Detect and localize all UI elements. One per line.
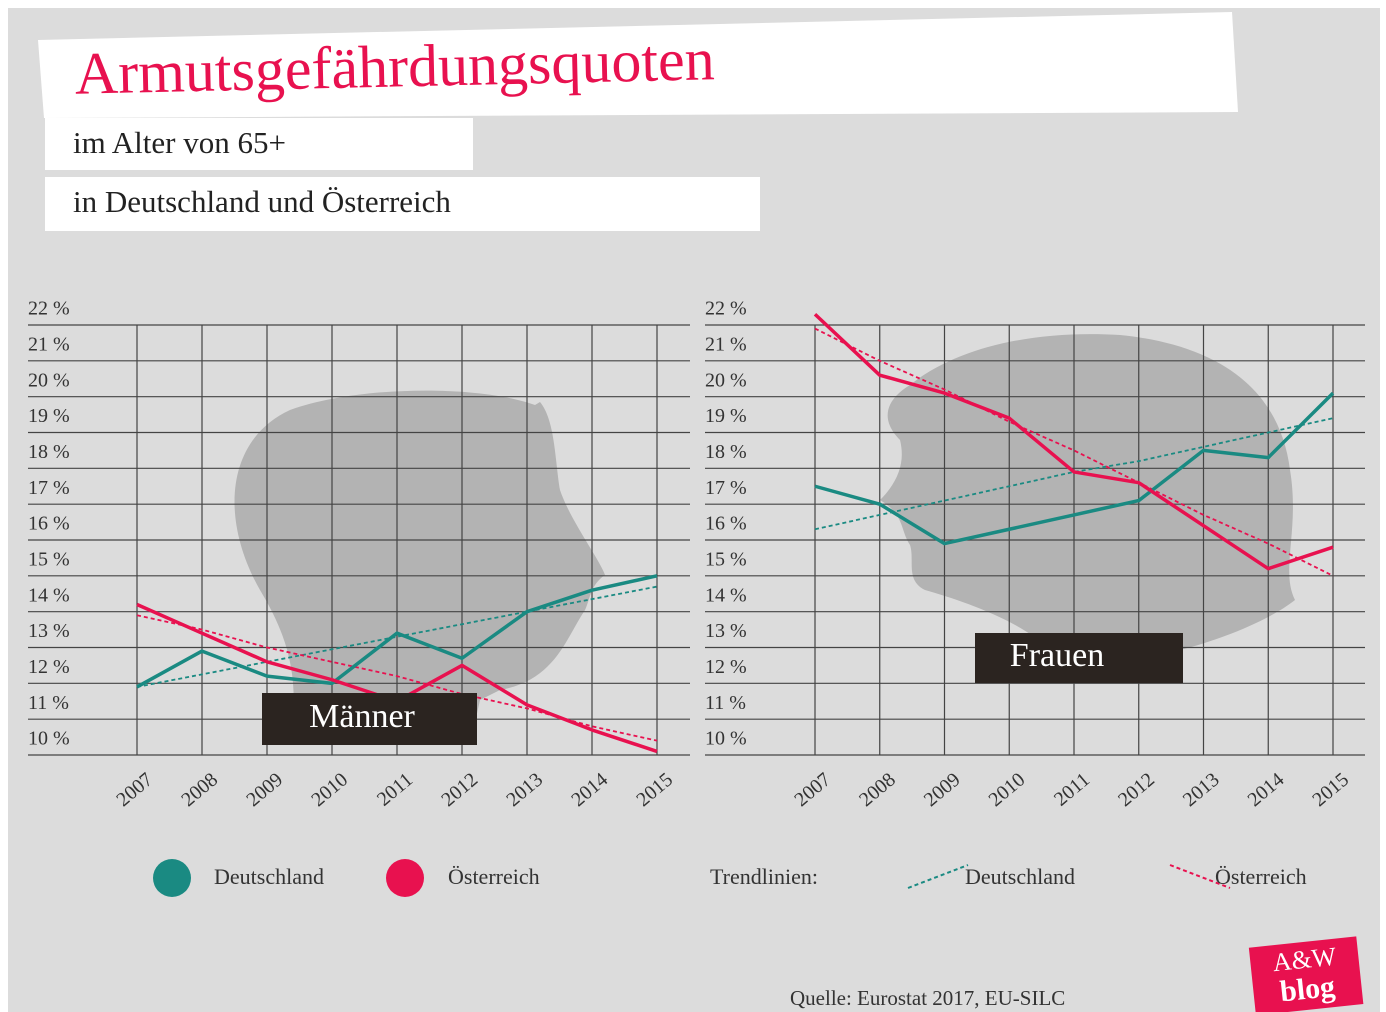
y-tick-label: 14 % (705, 584, 747, 606)
legend-label: Österreich (448, 864, 540, 889)
y-tick-label: 10 % (28, 728, 70, 750)
y-tick-label: 17 % (28, 477, 70, 499)
y-tick-label: 21 % (28, 333, 70, 355)
y-tick-label: 13 % (705, 620, 747, 642)
y-tick-label: 20 % (28, 369, 70, 391)
y-tick-label: 19 % (28, 405, 70, 427)
subtitle: in Deutschland und Österreich (73, 184, 451, 219)
y-tick-label: 19 % (705, 405, 747, 427)
y-tick-label: 12 % (28, 656, 70, 678)
chart-label: Frauen (1010, 637, 1104, 674)
y-tick-label: 18 % (705, 441, 747, 463)
y-tick-label: 21 % (705, 333, 747, 355)
y-tick-label: 17 % (705, 477, 747, 499)
y-tick-label: 11 % (705, 692, 746, 714)
y-tick-label: 10 % (705, 728, 747, 750)
logo: A&W blog (1249, 936, 1364, 1012)
y-tick-label: 15 % (28, 548, 70, 570)
source: Quelle: Eurostat 2017, EU-SILC (790, 986, 1065, 1010)
y-tick-label: 16 % (28, 513, 70, 535)
y-tick-label: 13 % (28, 620, 70, 642)
legend-label: Deutschland (965, 864, 1075, 889)
subtitle: im Alter von 65+ (73, 125, 286, 160)
y-tick-label: 22 % (28, 298, 70, 320)
y-tick-label: 18 % (28, 441, 70, 463)
legend-swatch (386, 859, 424, 897)
y-tick-label: 20 % (705, 369, 747, 391)
y-tick-label: 14 % (28, 584, 70, 606)
legend-title: Trendlinien: (710, 864, 818, 889)
y-tick-label: 12 % (705, 656, 747, 678)
legend-swatch (153, 859, 191, 897)
y-tick-label: 15 % (705, 548, 747, 570)
infographic: Armutsgefährdungsquoten im Alter von 65+… (0, 0, 1386, 1012)
legend-label: Deutschland (214, 864, 324, 889)
chart-label: Männer (309, 698, 415, 735)
legend-label: Österreich (1215, 864, 1307, 889)
y-tick-label: 22 % (705, 298, 747, 320)
y-tick-label: 16 % (705, 513, 747, 535)
logo-text: blog (1278, 970, 1336, 1009)
y-tick-label: 11 % (28, 692, 69, 714)
